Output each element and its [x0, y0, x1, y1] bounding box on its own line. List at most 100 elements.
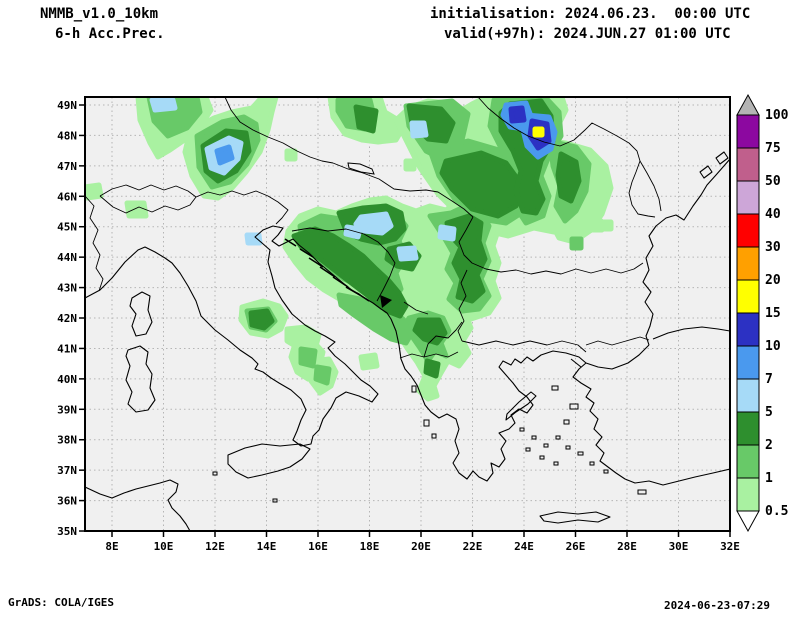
lat-label: 39N	[57, 403, 77, 416]
precip-blob-dg	[412, 317, 448, 346]
small-island	[411, 385, 417, 393]
small-island	[563, 419, 570, 425]
map-layers	[85, 97, 730, 531]
precip-blob-yl	[532, 126, 545, 138]
precip-blob-lb	[396, 245, 419, 262]
colorbar-segment	[736, 477, 760, 512]
colorbar-arrow-over	[736, 93, 760, 116]
lake-outline	[347, 162, 375, 175]
border-line	[332, 162, 474, 218]
lat-label: 47N	[57, 160, 77, 173]
precip-blob-lb	[343, 224, 363, 240]
colorbar-label: 2	[765, 438, 773, 453]
lon-label: 16E	[308, 540, 328, 553]
coastline	[85, 479, 191, 531]
small-island	[531, 435, 537, 440]
small-island	[551, 385, 559, 391]
border-line	[457, 269, 468, 342]
precip-blob-dg	[291, 226, 409, 319]
precip-blob-lg	[358, 352, 380, 371]
precip-blob-lg	[284, 148, 298, 162]
colorbar-segment	[736, 180, 760, 215]
coastline	[539, 511, 611, 524]
precip-blob-lg	[124, 200, 149, 219]
small-island	[555, 435, 561, 440]
coastline	[570, 358, 582, 368]
precip-blob-mg	[569, 236, 584, 251]
lat-label: 37N	[57, 464, 77, 477]
precip-blob-dg	[423, 358, 441, 379]
product-title: 6-h Acc.Prec.	[55, 26, 165, 42]
location-marker	[380, 295, 392, 308]
lon-label: 28E	[617, 540, 637, 553]
grads-credit: GrADS: COLA/IGES	[8, 596, 114, 609]
coastline	[715, 151, 729, 165]
small-island	[543, 443, 549, 448]
coastline	[652, 326, 730, 340]
colorbar-segment	[736, 312, 760, 347]
colorbar-segment	[736, 345, 760, 380]
border-line	[195, 190, 289, 225]
lat-label: 38N	[57, 434, 77, 447]
border-line	[403, 301, 429, 315]
lat-label: 49N	[57, 99, 77, 112]
lat-label: 44N	[57, 251, 77, 264]
border-line	[461, 340, 587, 353]
colorbar-segment	[736, 114, 760, 149]
coastline	[129, 291, 153, 337]
lat-label: 41N	[57, 342, 77, 355]
lon-label: 26E	[566, 540, 586, 553]
map-frame	[84, 96, 731, 532]
precip-blob-dg	[248, 308, 275, 331]
colorbar-label: 50	[765, 174, 781, 189]
precip-blob-dg	[444, 213, 488, 304]
colorbar-label: 75	[765, 141, 781, 156]
colorbar-label: 100	[765, 108, 789, 123]
border-line	[423, 321, 463, 358]
precip-blob-dg	[555, 151, 582, 204]
precip-blob-lb	[149, 97, 178, 113]
border-line	[291, 227, 396, 302]
small-island	[423, 419, 430, 427]
small-island	[431, 433, 437, 439]
precip-blob-lb	[409, 120, 429, 139]
lon-label: 20E	[411, 540, 431, 553]
precip-blob-lb	[244, 232, 263, 246]
coastline	[125, 345, 156, 413]
colorbar-segment	[736, 378, 760, 413]
small-island	[569, 403, 579, 410]
small-island	[212, 471, 218, 476]
coastline	[227, 443, 311, 479]
colorbar-label: 7	[765, 372, 773, 387]
lat-label: 35N	[57, 525, 77, 538]
border-line	[224, 97, 334, 164]
init-time-label: initialisation: 2024.06.23. 00:00 UTC	[430, 6, 751, 22]
lat-label: 36N	[57, 495, 77, 508]
coastline	[699, 165, 713, 179]
precip-blob-dg	[353, 104, 379, 134]
precip-blob-lg	[403, 158, 417, 172]
precip-blob-mg	[298, 346, 318, 369]
lon-label: 10E	[154, 540, 174, 553]
lat-label: 46N	[57, 190, 77, 203]
lon-label: 18E	[360, 540, 380, 553]
small-island	[589, 461, 595, 466]
lon-label: 30E	[669, 540, 689, 553]
valid-time-label: valid(+97h): 2024.JUN.27 01:00 UTC	[444, 26, 731, 42]
coastline	[85, 225, 730, 486]
island-hatch	[319, 266, 336, 278]
colorbar-label: 5	[765, 405, 773, 420]
colorbar-label: 10	[765, 339, 781, 354]
colorbar-segment	[736, 147, 760, 182]
precip-blob-db	[508, 105, 527, 124]
border-line	[458, 216, 644, 275]
precip-blob-mg	[313, 364, 332, 386]
small-island	[565, 445, 571, 450]
coastline	[585, 344, 650, 370]
colorbar-segment	[736, 444, 760, 479]
colorbar-arrow-under	[736, 510, 760, 533]
small-island	[519, 427, 525, 432]
border-line	[85, 195, 104, 292]
colorbar-segment	[736, 246, 760, 281]
